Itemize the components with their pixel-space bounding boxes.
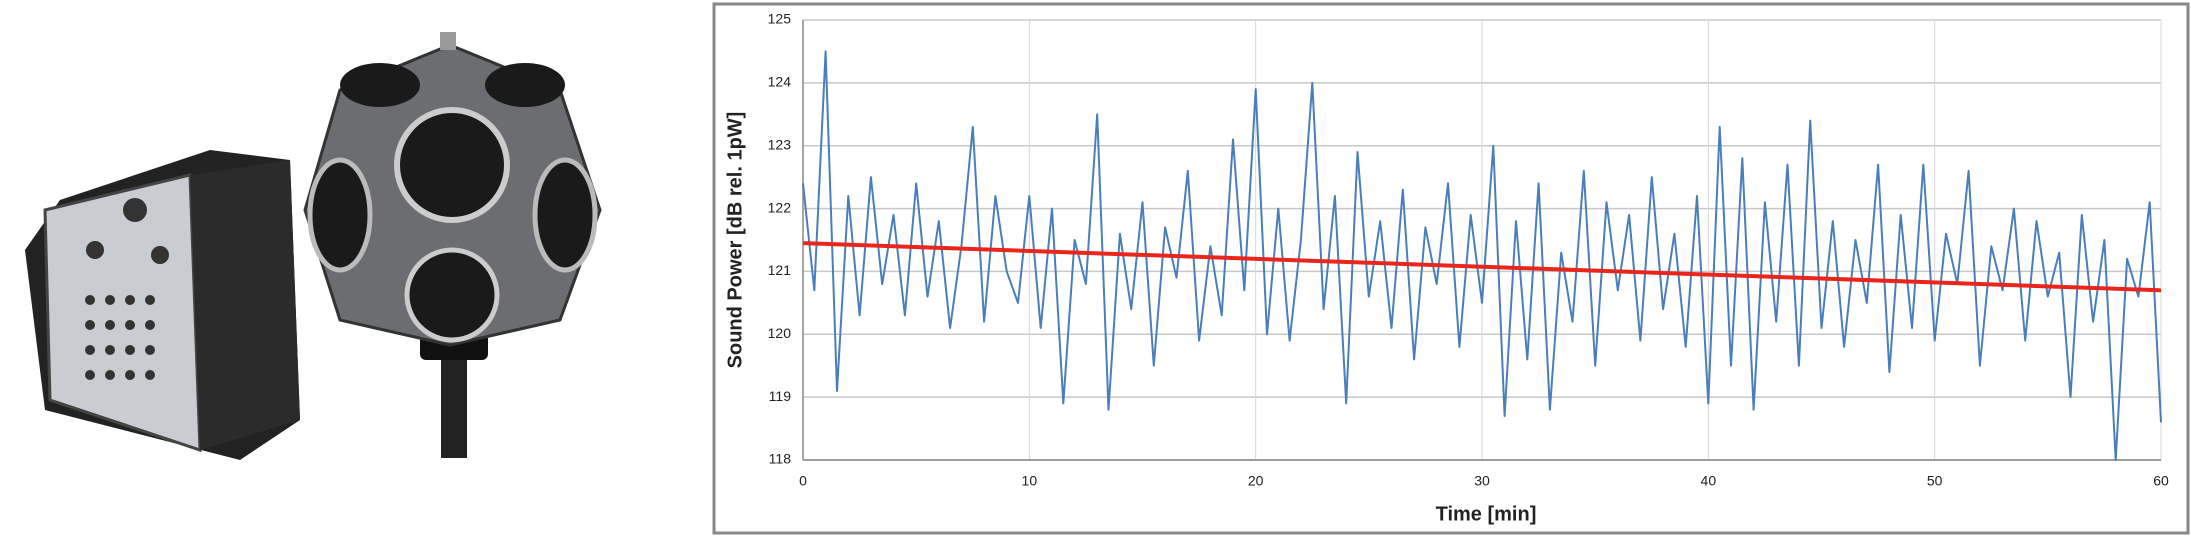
x-tick-label: 40: [1701, 473, 1717, 489]
product-photo: [25, 32, 602, 460]
y-tick-label: 124: [768, 74, 792, 90]
y-tick-label: 123: [768, 136, 792, 152]
x-tick-label: 20: [1248, 473, 1264, 489]
y-tick-label: 125: [768, 11, 792, 27]
y-tick-label: 119: [769, 388, 792, 404]
x-tick-label: 50: [1927, 473, 1943, 489]
y-tick-label: 120: [768, 325, 792, 341]
x-axis-title: Time [min]: [1436, 503, 1537, 525]
y-tick-label: 118: [769, 451, 792, 467]
x-tick-label: 30: [1474, 473, 1490, 489]
x-tick-label: 60: [2153, 473, 2169, 489]
line-series: [802, 50, 2162, 461]
y-tick-label: 122: [768, 199, 792, 215]
y-axis-title: Sound Power [dB rel. 1pW]: [724, 112, 746, 369]
x-tick-label: 10: [1022, 473, 1038, 489]
x-tick-label: 0: [799, 473, 807, 489]
y-tick-label: 121: [768, 262, 792, 278]
line-series: [802, 241, 2162, 293]
